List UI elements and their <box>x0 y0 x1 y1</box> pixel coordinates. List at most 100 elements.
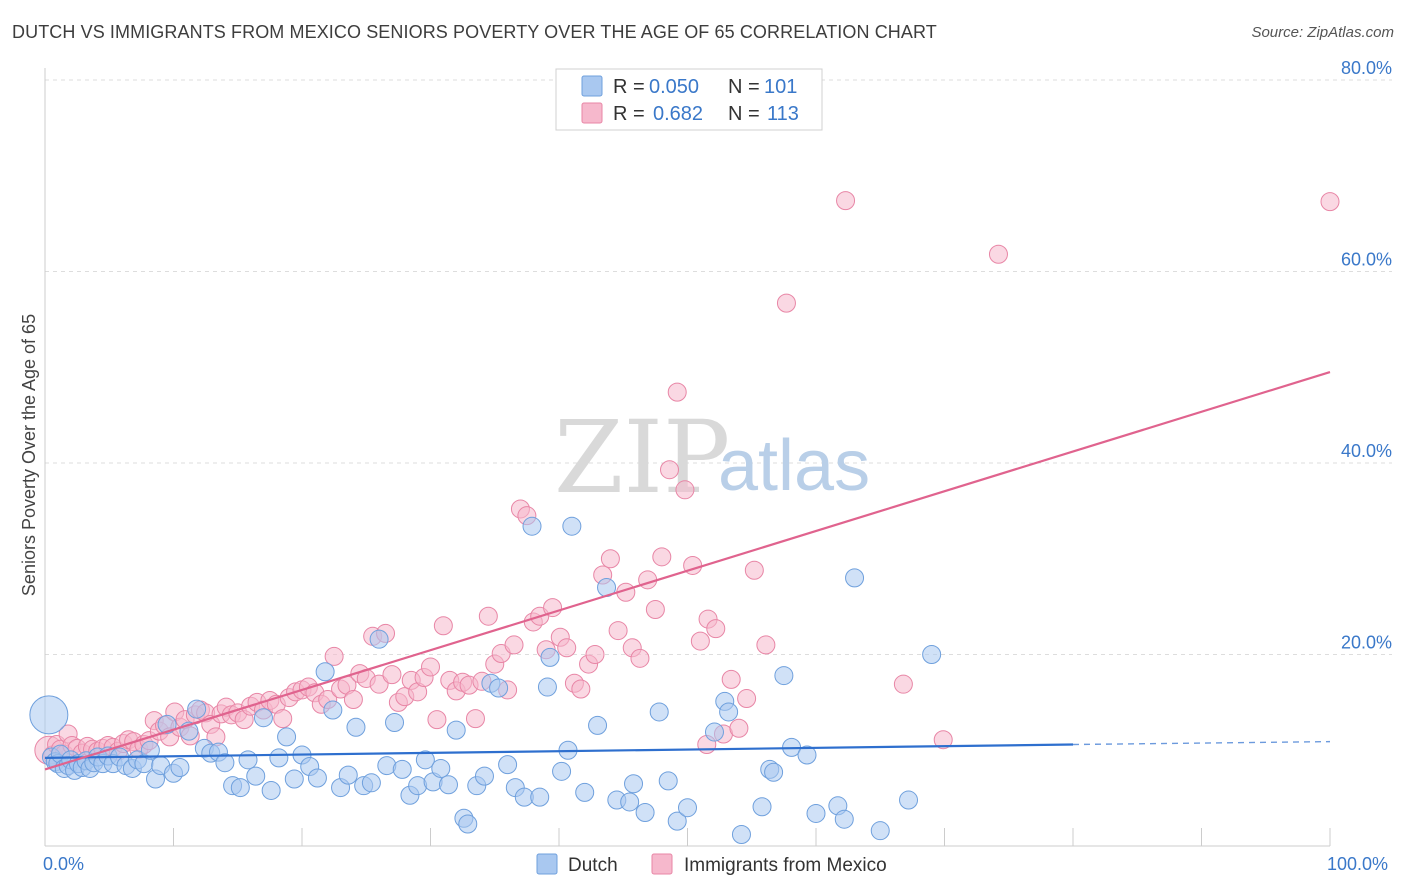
y-tick-label: 20.0% <box>1341 633 1392 653</box>
dutch-point <box>806 803 826 823</box>
dutch-point <box>369 629 389 649</box>
dutch-point <box>431 758 451 778</box>
y-tick-labels: 20.0% 40.0% 60.0% 80.0% <box>1341 58 1392 653</box>
y-tick-label: 60.0% <box>1341 250 1392 270</box>
mexico-point <box>343 690 363 710</box>
dutch-point <box>474 766 494 786</box>
watermark-zip: ZIP <box>554 399 730 516</box>
dutch-trend-line <box>44 743 1074 760</box>
mexico-point <box>756 635 776 655</box>
mexico-point <box>630 648 650 668</box>
trend-lines <box>44 370 1331 771</box>
dutch-point <box>458 814 478 834</box>
dutch-point <box>522 516 542 536</box>
dutch-point <box>385 712 405 732</box>
source-label: Source: ZipAtlas.com <box>1251 24 1394 41</box>
dutch-point <box>552 761 572 781</box>
dutch-point <box>238 750 258 770</box>
dutch-point <box>315 662 335 682</box>
watermark: ZIP atlas <box>554 399 870 516</box>
x-tick-label-min: 0.0% <box>43 854 84 874</box>
legend-swatch-mexico <box>581 102 603 124</box>
mexico-point <box>504 635 524 655</box>
dutch-point <box>230 778 250 798</box>
mexico-point <box>465 709 485 729</box>
dutch-point <box>774 666 794 686</box>
mexico-point <box>557 638 577 658</box>
mexico-point <box>776 293 796 313</box>
mexico-point <box>737 689 757 709</box>
bottom-legend-label-mexico: Immigrants from Mexico <box>684 855 887 876</box>
dutch-point <box>170 757 190 777</box>
dutch-point <box>575 782 595 802</box>
dutch-point <box>438 775 458 795</box>
grid-lines <box>45 79 1392 655</box>
bottom-legend-label-dutch: Dutch <box>568 855 618 876</box>
mexico-point <box>382 665 402 685</box>
dutch-point <box>635 802 655 822</box>
mexico-point <box>433 616 453 636</box>
dutch-point <box>498 755 518 775</box>
dutch-point <box>870 821 890 841</box>
dutch-point <box>269 748 289 768</box>
mexico-point <box>645 599 665 619</box>
x-tick-label-max: 100.0% <box>1327 854 1388 874</box>
legend-swatch-dutch <box>581 75 603 97</box>
series-dutch <box>29 516 942 845</box>
mexico-point <box>988 244 1008 264</box>
dutch-point <box>187 699 207 719</box>
dutch-point <box>764 762 784 782</box>
bottom-legend: Dutch Immigrants from Mexico <box>536 853 887 876</box>
dutch-point <box>719 702 739 722</box>
dutch-point <box>415 750 435 770</box>
legend-n-value-dutch: 101 <box>764 76 797 98</box>
dutch-point <box>215 753 235 773</box>
dutch-point <box>338 765 358 785</box>
bottom-legend-swatch-dutch <box>536 853 558 875</box>
mexico-point <box>273 709 293 729</box>
mexico-point <box>585 645 605 664</box>
mexico-point <box>721 669 741 689</box>
watermark-atlas: atlas <box>718 426 870 506</box>
dutch-point <box>277 727 297 747</box>
mexico-point <box>744 560 764 580</box>
legend-n-value-mexico: 113 <box>767 103 799 125</box>
mexico-point <box>571 679 591 699</box>
dutch-point <box>731 825 751 845</box>
mexico-point <box>893 674 913 694</box>
legend-r-label-mexico: R = <box>613 103 645 125</box>
mexico-point <box>652 547 672 567</box>
mexico-point <box>427 710 447 730</box>
mexico-point <box>706 619 726 639</box>
dutch-point <box>752 797 772 817</box>
dutch-point <box>346 717 366 737</box>
series-points <box>29 191 1340 845</box>
dutch-point <box>284 769 304 789</box>
y-tick-label: 80.0% <box>1341 58 1392 78</box>
bottom-legend-swatch-mexico <box>651 853 673 875</box>
dutch-point <box>530 787 550 807</box>
dutch-point <box>157 714 177 734</box>
dutch-point <box>29 695 69 735</box>
legend-n-label-dutch: N = <box>728 76 760 98</box>
legend-r-label-dutch: R = <box>613 76 645 98</box>
legend-r-value-mexico: 0.682 <box>653 103 703 125</box>
dutch-point <box>361 773 381 793</box>
dutch-point <box>899 790 919 810</box>
mexico-point <box>608 621 628 641</box>
legend-n-label-mexico: N = <box>728 103 760 125</box>
dutch-point <box>261 780 281 800</box>
dutch-point <box>588 715 608 735</box>
dutch-point <box>624 774 644 794</box>
y-axis-label: Seniors Poverty Over the Age of 65 <box>19 314 39 596</box>
dutch-point <box>678 798 697 818</box>
dutch-point <box>649 702 669 722</box>
dutch-point <box>392 759 412 779</box>
mexico-point <box>675 480 695 500</box>
dutch-point <box>658 771 678 791</box>
mexico-point <box>369 674 389 694</box>
mexico-point <box>600 549 620 569</box>
dutch-point <box>704 722 724 742</box>
dutch-point <box>140 740 160 760</box>
mexico-point <box>933 730 953 750</box>
